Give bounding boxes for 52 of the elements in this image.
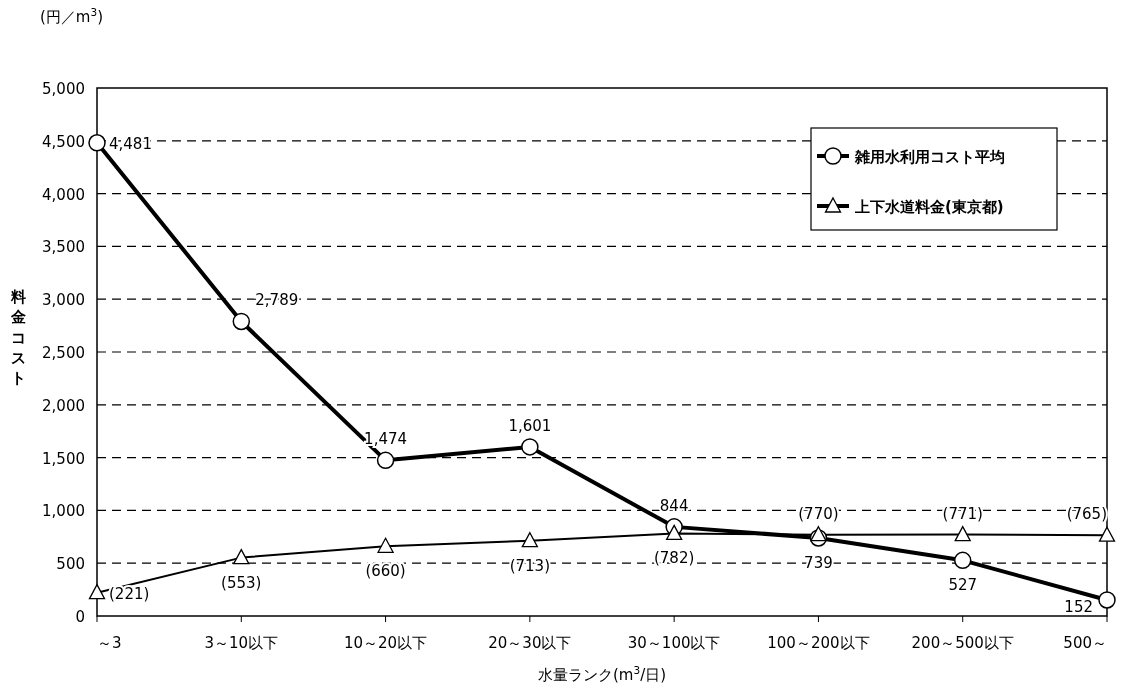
x-tick-label: 20～30以下: [488, 634, 572, 652]
x-tick-label: 30～100以下: [627, 634, 721, 652]
y-tick-label: 5,000: [42, 80, 85, 98]
y-tick-label: 3,000: [42, 291, 85, 310]
point: [88, 584, 106, 600]
data-label: (782): [653, 549, 695, 568]
data-label: (221): [109, 584, 150, 603]
point: [377, 537, 394, 553]
x-axis-title: 水量ランク(m$^{3}$/日): [537, 664, 667, 684]
y-tick-label: 2,500: [42, 344, 85, 362]
point: [521, 532, 539, 548]
y-tick-label: 500: [56, 555, 85, 574]
data-label: (660): [365, 562, 406, 581]
data-label: (553): [221, 573, 262, 592]
point: [1098, 591, 1116, 609]
y-tick-label: 3,500: [42, 238, 85, 257]
data-label: 152: [1064, 597, 1093, 616]
legend-label: 上下水道料金(東京都): [854, 198, 1004, 216]
y-tick-label: 0: [75, 608, 85, 626]
data-label: (771): [942, 504, 983, 523]
data-label: 844: [659, 496, 689, 515]
x-tick-label: 200～500以下: [911, 634, 1014, 652]
x-tick-label: ～3: [97, 634, 122, 652]
y-tick-label: 4,500: [42, 132, 85, 151]
point: [233, 548, 250, 565]
x-tick-label: 3～10以下: [204, 634, 279, 652]
point: [665, 524, 683, 541]
point: [521, 438, 539, 456]
data-label: 2,789: [255, 291, 299, 310]
y-tick-label: 2,000: [42, 396, 85, 415]
data-label: (713): [509, 556, 551, 575]
y-tick-label: 4,000: [42, 185, 85, 204]
data-label: 527: [948, 576, 978, 595]
point: [810, 526, 827, 542]
y-tick-label: 1,500: [42, 449, 85, 468]
point: [232, 312, 251, 331]
x-tick-label: 10～20以下: [343, 634, 428, 652]
legend-label: 雑用水利用コスト平均: [854, 148, 1005, 166]
point: [1098, 526, 1116, 542]
x-tick-label: 500～: [1063, 634, 1107, 652]
point: [954, 525, 971, 542]
point: [88, 134, 106, 152]
y-axis-title: 料金コスト: [9, 288, 26, 387]
data-label: 1,601: [508, 416, 552, 435]
y-tick-label: 1,000: [42, 502, 85, 521]
x-tick-label: 100～200以下: [767, 634, 870, 652]
data-label: (765): [1066, 505, 1107, 524]
point: [953, 551, 972, 570]
data-label: 1,474: [364, 430, 408, 449]
text: (円／m$^{3}$): [40, 6, 104, 26]
data-label: 739: [804, 553, 833, 572]
point: [376, 451, 395, 470]
